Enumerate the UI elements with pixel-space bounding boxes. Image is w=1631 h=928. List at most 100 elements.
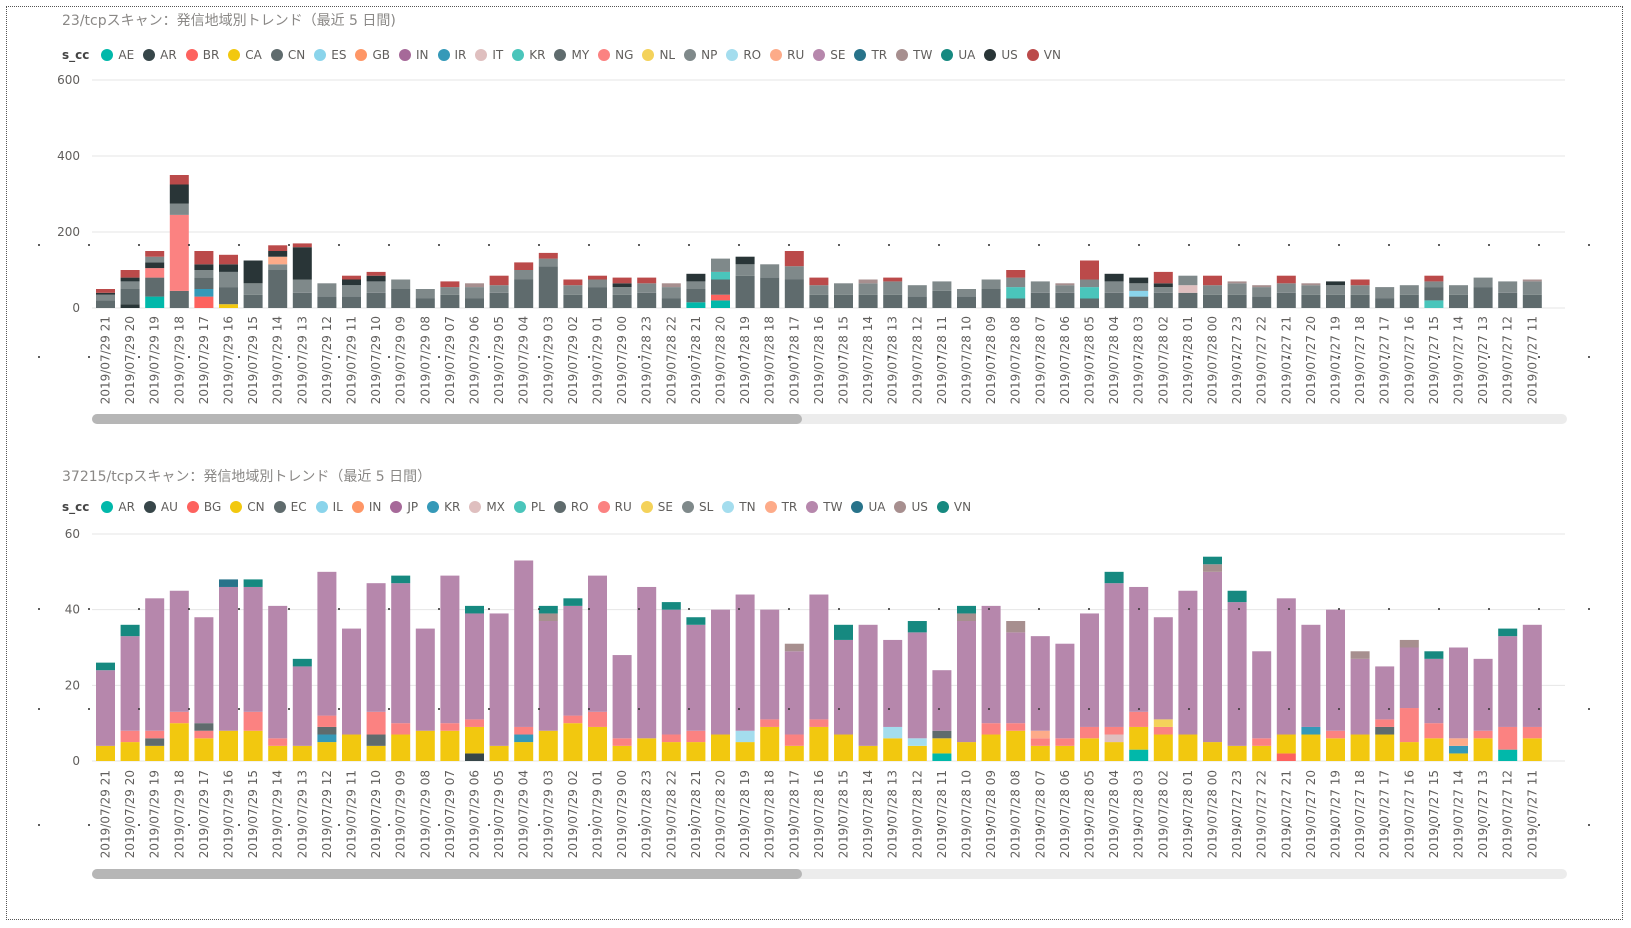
bar-segment-cn[interactable] (1153, 292, 1173, 308)
legend-item-ru[interactable]: RU (770, 48, 804, 62)
bar-segment-vn[interactable] (514, 262, 534, 270)
bar-segment-vn[interactable] (120, 624, 140, 637)
bar-segment-ru[interactable] (661, 734, 681, 743)
legend-item-in[interactable]: IN (351, 500, 381, 514)
bar-segment-cn[interactable] (1350, 294, 1370, 308)
bar-segment-ru[interactable] (1399, 708, 1419, 743)
bar-segment-cn[interactable] (120, 289, 140, 305)
bar-segment-tw[interactable] (1104, 583, 1124, 727)
bar-segment-cn[interactable] (957, 742, 976, 761)
bar-segment-ru[interactable] (268, 256, 288, 265)
bar-segment-ar[interactable] (1129, 749, 1149, 761)
bar-segment-tw[interactable] (415, 628, 435, 731)
bar-segment-np[interactable] (1473, 277, 1493, 288)
bar-segment-us[interactable] (342, 279, 361, 286)
bar-segment-cn[interactable] (809, 726, 829, 761)
bar-segment-us[interactable] (268, 251, 288, 257)
bar-segment-tw[interactable] (194, 617, 214, 724)
bar-segment-vn[interactable] (1350, 279, 1370, 286)
bar-segment-us[interactable] (1129, 277, 1149, 284)
bar-segment-cn[interactable] (612, 745, 632, 761)
bar-segment-cn[interactable] (711, 279, 730, 295)
bar-segment-cn[interactable] (120, 742, 140, 761)
bar-segment-vn[interactable] (563, 598, 583, 606)
bar-segment-cn[interactable] (219, 287, 238, 305)
bar-segment-tw[interactable] (834, 639, 853, 735)
bar-segment-vn[interactable] (194, 251, 214, 265)
bar-segment-tw[interactable] (120, 636, 140, 731)
bar-segment-cn[interactable] (169, 723, 189, 761)
bar-segment-vn[interactable] (1203, 556, 1222, 565)
bar-segment-ru[interactable] (1104, 726, 1124, 735)
bar-segment-vn[interactable] (1203, 275, 1222, 286)
bar-segment-np[interactable] (686, 281, 706, 289)
bar-segment-cn[interactable] (465, 298, 484, 309)
legend-item-il[interactable]: IL (315, 500, 343, 514)
bar-segment-np[interactable] (1326, 285, 1345, 295)
bar-segment-tw[interactable] (1153, 617, 1173, 720)
bar-segment-vn[interactable] (907, 621, 927, 633)
legend-item-vn[interactable]: VN (936, 500, 971, 514)
bar-segment-tw[interactable] (1350, 658, 1370, 735)
bar-segment-cn[interactable] (1006, 730, 1026, 761)
bar-segment-cn[interactable] (96, 745, 115, 761)
bar-segment-us[interactable] (145, 262, 165, 269)
bar-segment-tw[interactable] (612, 655, 632, 739)
bar-segment-tw[interactable] (858, 279, 878, 284)
bar-segment-np[interactable] (366, 281, 386, 293)
bar-segment-ru[interactable] (563, 715, 583, 724)
bar-segment-cn[interactable] (1301, 734, 1321, 761)
bar-segment-ec[interactable] (194, 723, 214, 731)
bar-segment-vn[interactable] (612, 277, 632, 284)
bar-segment-np[interactable] (1522, 281, 1542, 295)
bar-segment-ec[interactable] (932, 730, 952, 739)
bar-segment-us[interactable] (120, 277, 140, 282)
bar-segment-cn[interactable] (243, 730, 263, 761)
legend-item-tw[interactable]: TW (896, 48, 932, 62)
bar-segment-tw[interactable] (661, 609, 681, 735)
bar-segment-tn[interactable] (907, 738, 927, 746)
bar-segment-cn[interactable] (194, 277, 214, 289)
bar-segment-tw[interactable] (883, 639, 903, 727)
bar-segment-ru[interactable] (1252, 738, 1272, 746)
bar-segment-ru[interactable] (1326, 730, 1345, 739)
bar-segment-cn[interactable] (932, 290, 952, 308)
legend-item-vn[interactable]: VN (1026, 48, 1061, 62)
bar-segment-tw[interactable] (907, 632, 927, 739)
bar-segment-np[interactable] (661, 287, 681, 299)
bar-segment-cn[interactable] (440, 730, 460, 761)
bar-segment-cn[interactable] (1449, 753, 1468, 761)
legend-item-ar[interactable]: AR (143, 48, 177, 62)
bar-segment-tw[interactable] (1522, 279, 1542, 282)
bar-segment-np[interactable] (1227, 283, 1247, 295)
bar-segment-vn[interactable] (661, 602, 681, 610)
bar-segment-ru[interactable] (1080, 726, 1099, 739)
bar-segment-cn[interactable] (1276, 734, 1296, 754)
bar-segment-cn[interactable] (1153, 734, 1173, 761)
bar-segment-tr[interactable] (1449, 738, 1468, 746)
bar-segment-kr[interactable] (1424, 300, 1444, 308)
bar-segment-us[interactable] (538, 613, 558, 622)
bar-segment-np[interactable] (588, 279, 607, 288)
legend-item-tw[interactable]: TW (806, 500, 842, 514)
bar-segment-cn[interactable] (1030, 745, 1050, 761)
bar-segment-cn[interactable] (415, 298, 435, 309)
bar-segment-cn[interactable] (981, 289, 1001, 308)
bar-segment-cn[interactable] (1227, 745, 1247, 761)
bar-segment-vn[interactable] (96, 662, 115, 671)
bar-segment-br[interactable] (711, 294, 730, 301)
bar-segment-ru[interactable] (145, 730, 165, 739)
bar-segment-kr[interactable] (711, 271, 730, 280)
bar-segment-cn[interactable] (1350, 734, 1370, 761)
bar-segment-tw[interactable] (858, 624, 878, 746)
bar-segment-mx[interactable] (1104, 734, 1124, 743)
bar-segment-cn[interactable] (760, 726, 780, 761)
bar-segment-np[interactable] (981, 279, 1001, 290)
legend-item-ir[interactable]: IR (437, 48, 466, 62)
horizontal-scrollbar[interactable] (92, 869, 1567, 879)
bar-segment-cn[interactable] (1080, 738, 1099, 761)
legend-item-np[interactable]: NP (684, 48, 717, 62)
bar-segment-us[interactable] (1006, 621, 1026, 633)
bar-segment-ru[interactable] (1522, 726, 1542, 739)
bar-segment-cn[interactable] (686, 742, 706, 761)
